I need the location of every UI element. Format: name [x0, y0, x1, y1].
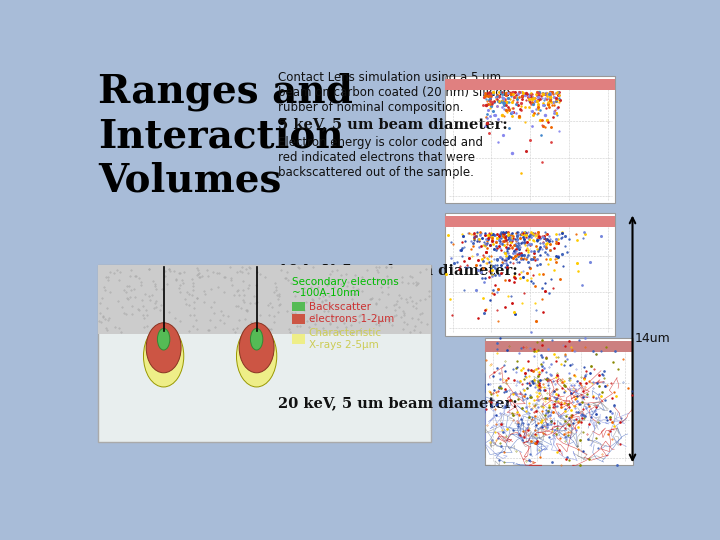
Bar	[292, 334, 305, 343]
Ellipse shape	[251, 328, 263, 350]
Bar	[445, 215, 616, 226]
Text: Characteristic
X-rays 2-5μm: Characteristic X-rays 2-5μm	[309, 328, 382, 350]
Text: 20 keV, 5 um beam diameter:: 20 keV, 5 um beam diameter:	[279, 396, 518, 410]
Bar	[445, 213, 616, 336]
Bar	[445, 76, 616, 204]
Ellipse shape	[143, 326, 184, 387]
Ellipse shape	[239, 323, 274, 373]
Bar	[292, 302, 305, 311]
Text: Electron energy is color coded and
red indicated electrons that were
backscatter: Electron energy is color coded and red i…	[279, 136, 483, 179]
Ellipse shape	[146, 323, 181, 373]
Text: 10 keV, 5 um beam diameter:: 10 keV, 5 um beam diameter:	[279, 264, 518, 278]
Bar	[292, 314, 305, 323]
Text: Backscatter: Backscatter	[309, 301, 371, 312]
Ellipse shape	[236, 326, 276, 387]
Bar	[98, 265, 431, 334]
Text: Ranges and
Interaction
Volumes: Ranges and Interaction Volumes	[98, 72, 353, 199]
Text: 5 keV, 5 um beam diameter:: 5 keV, 5 um beam diameter:	[279, 117, 508, 131]
Text: Secondary electrons
~100A-10nm: Secondary electrons ~100A-10nm	[292, 276, 398, 298]
Bar	[445, 79, 616, 90]
Bar	[98, 265, 431, 442]
Ellipse shape	[158, 328, 170, 350]
Text: electrons 1-2μm: electrons 1-2μm	[309, 314, 394, 324]
Bar	[485, 338, 632, 465]
Text: Contact Lens simulation using a 5 um
beam on carbon coated (20 nm) silicon
rubbe: Contact Lens simulation using a 5 um bea…	[279, 71, 510, 114]
Bar	[485, 341, 632, 352]
Text: 14um: 14um	[635, 333, 670, 346]
